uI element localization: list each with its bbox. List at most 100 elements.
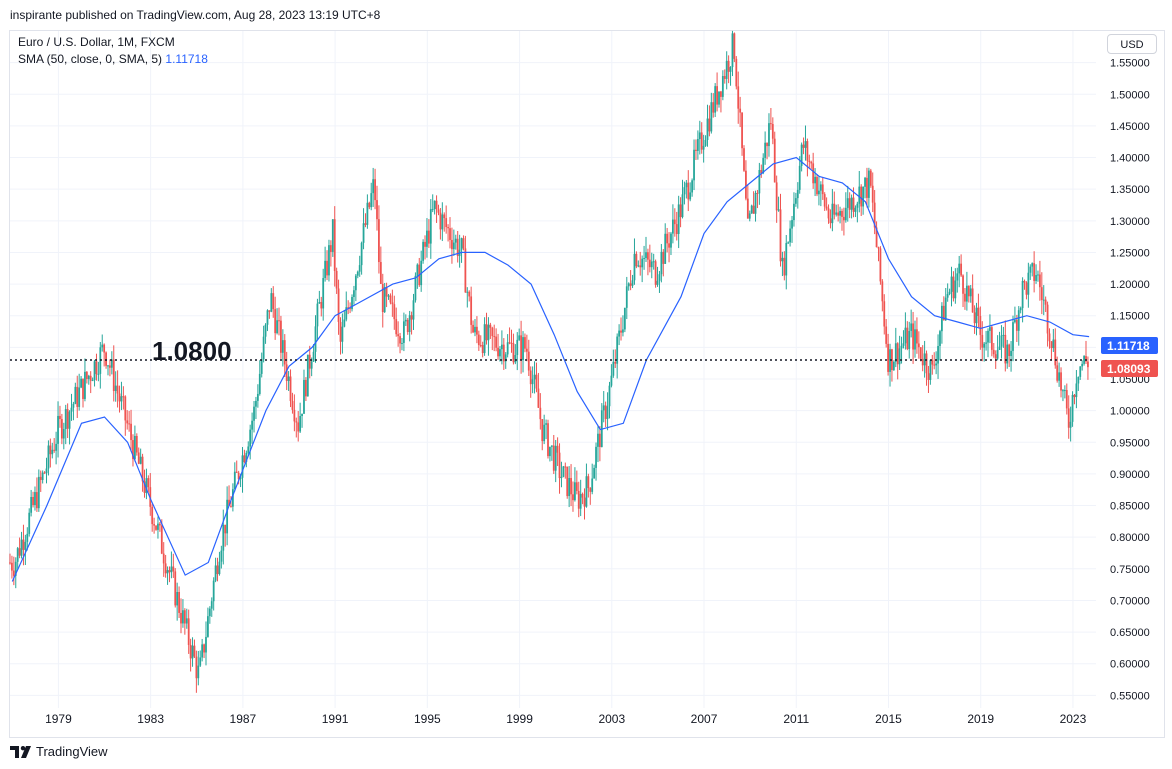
candle-down (977, 307, 980, 316)
candle-down (558, 452, 561, 479)
candle-up (1077, 376, 1080, 384)
footer-brand-label: TradingView (36, 744, 108, 759)
candle-up (718, 91, 720, 105)
candle-down (235, 471, 238, 473)
candle-down (529, 370, 532, 385)
candle-up (764, 142, 767, 158)
candle-up (616, 336, 619, 364)
candle-up (170, 566, 173, 573)
candle-down (339, 321, 342, 342)
candle-down (497, 347, 499, 357)
y-tick-label: 1.50000 (1110, 89, 1150, 101)
candle-up (996, 349, 999, 359)
candle-down (278, 320, 280, 322)
chart-legend[interactable]: Euro / U.S. Dollar, 1M, FXCM SMA (50, cl… (18, 34, 208, 68)
sma-price-label: 1.11718 (1107, 339, 1150, 353)
candle-down (647, 252, 649, 260)
candle-up (796, 189, 799, 199)
candle-down (552, 445, 555, 471)
candle-up (554, 445, 557, 471)
footer-brand[interactable]: TradingView (10, 742, 108, 762)
candle-down (673, 219, 676, 225)
candle-down (470, 296, 473, 325)
candle-up (597, 433, 599, 447)
candle-down (18, 548, 21, 556)
y-tick-label: 0.55000 (1110, 690, 1150, 702)
candle-up (650, 261, 653, 268)
candle-down (36, 492, 38, 509)
candle-down (881, 281, 884, 302)
candle-up (1010, 350, 1012, 357)
candle-down (308, 354, 311, 369)
candle-down (449, 228, 451, 240)
candle-up (47, 445, 50, 469)
candle-down (745, 170, 747, 199)
candle-down (1087, 361, 1089, 368)
candle-down (116, 385, 119, 394)
candle-down (812, 163, 815, 184)
candle-down (885, 326, 888, 344)
candle-up (750, 205, 753, 214)
candle-down (1050, 341, 1053, 349)
candle-down (76, 386, 79, 407)
candle-down (746, 198, 749, 219)
candle-up (157, 523, 159, 530)
candle-down (493, 336, 496, 338)
candle-up (1052, 339, 1055, 349)
candle-down (349, 308, 351, 310)
candle-up (867, 170, 870, 198)
candle-up (41, 472, 44, 480)
candle-down (727, 60, 730, 72)
candle-down (105, 352, 107, 366)
sma-legend[interactable]: SMA (50, close, 0, SMA, 5) 1.11718 (18, 51, 208, 68)
candle-down (397, 334, 400, 337)
candle-up (550, 445, 553, 447)
candle-down (539, 407, 542, 420)
candle-down (477, 334, 480, 346)
candle-up (627, 283, 630, 287)
candle-down (1048, 333, 1051, 342)
candle-up (518, 335, 521, 340)
candle-up (585, 476, 588, 507)
y-tick-label: 1.35000 (1110, 184, 1150, 196)
candle-up (939, 331, 941, 346)
candle-up (892, 361, 895, 371)
candle-up (255, 400, 257, 407)
candle-down (481, 345, 484, 354)
candle-down (577, 490, 580, 509)
candle-up (850, 197, 853, 210)
candle-down (445, 218, 448, 228)
candle-down (153, 524, 156, 526)
candle-up (698, 132, 701, 140)
candle-up (500, 344, 503, 350)
candle-up (262, 336, 265, 360)
candle-up (51, 449, 54, 455)
candle-up (287, 376, 290, 381)
candle-down (439, 212, 442, 230)
candle-up (543, 424, 546, 442)
candle-up (28, 512, 31, 534)
candle-up (328, 245, 330, 276)
chart-panel[interactable] (9, 30, 1165, 738)
candle-down (802, 144, 805, 148)
candle-down (883, 301, 886, 327)
candle-down (712, 102, 715, 113)
candle-up (97, 373, 100, 375)
candle-down (293, 409, 296, 422)
x-tick-label: 1999 (506, 712, 533, 726)
candle-up (239, 477, 242, 480)
candle-up (683, 187, 686, 195)
candle-up (658, 274, 661, 281)
candle-up (247, 446, 250, 453)
candle-down (981, 334, 984, 348)
currency-button[interactable]: USD (1107, 34, 1157, 54)
candle-up (522, 337, 524, 360)
candle-up (487, 324, 490, 341)
candle-down (22, 539, 25, 550)
candle-up (466, 291, 469, 293)
candle-down (399, 336, 401, 344)
candle-down (869, 170, 872, 186)
candle-down (32, 496, 34, 506)
candle-up (862, 186, 865, 207)
